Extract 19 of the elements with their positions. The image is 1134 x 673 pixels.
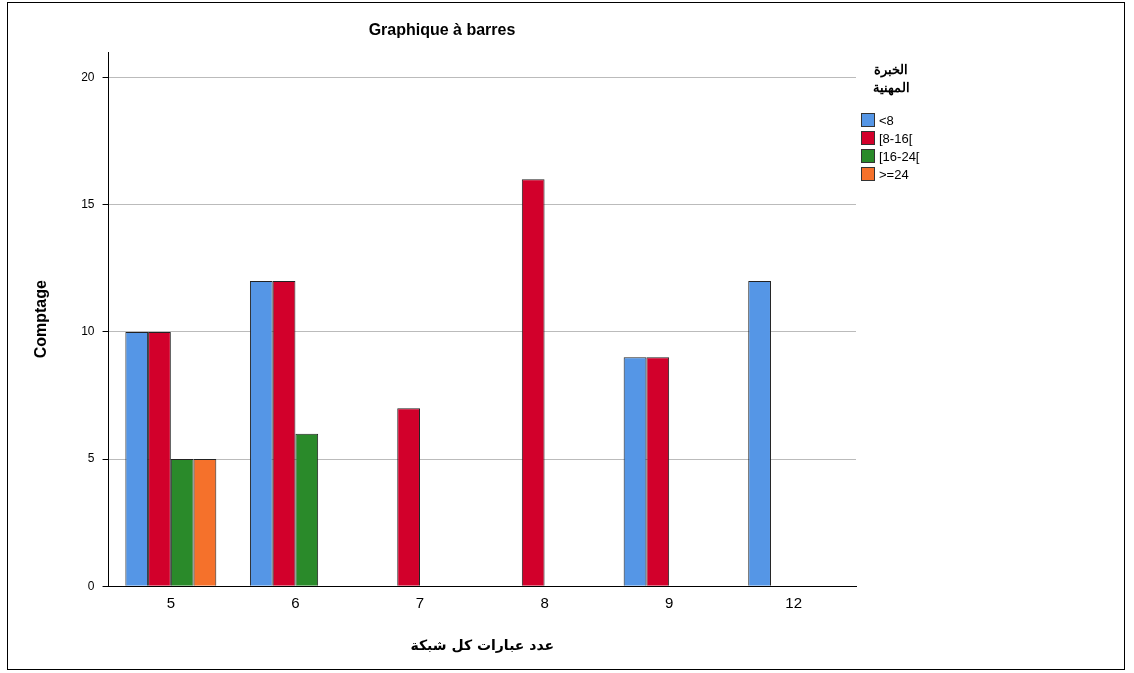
x-tick-label: 12 — [785, 594, 803, 612]
x-tick-label: 9 — [664, 594, 674, 612]
legend-label: >=24 — [879, 166, 909, 182]
legend-label: [8-16[ — [879, 130, 913, 146]
legend-label: <8 — [879, 112, 894, 128]
legend-title: الخبرة المهنية — [871, 61, 911, 97]
x-tick-label: 6 — [291, 594, 300, 612]
x-axis-title: عدد عبارات كل شبكة — [410, 637, 555, 654]
y-tick-label: 5 — [87, 451, 95, 466]
y-tick-label: 0 — [87, 578, 95, 593]
y-tick-label: 15 — [81, 197, 95, 212]
legend-label: [16-24[ — [879, 148, 920, 164]
x-tick-label: 7 — [415, 594, 425, 612]
y-tick-label: 20 — [81, 69, 95, 84]
x-tick-label: 5 — [166, 594, 176, 612]
chart-title: Graphique à barres — [368, 21, 516, 39]
x-tick-label: 8 — [540, 594, 549, 612]
y-axis-title: Comptage — [32, 279, 50, 359]
y-tick-label: 10 — [81, 324, 95, 339]
